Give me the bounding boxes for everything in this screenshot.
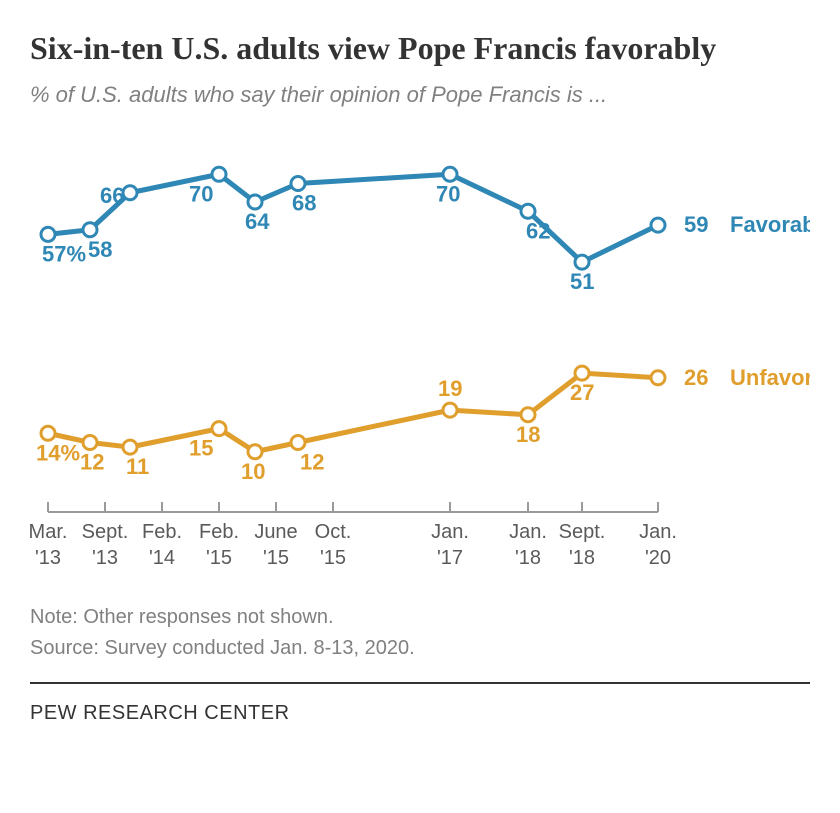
svg-text:59: 59 bbox=[684, 212, 708, 237]
svg-text:14%: 14% bbox=[36, 440, 80, 465]
svg-text:Oct.: Oct. bbox=[315, 521, 352, 543]
svg-text:11: 11 bbox=[126, 454, 149, 479]
svg-text:'13: '13 bbox=[35, 547, 61, 569]
svg-text:62: 62 bbox=[526, 218, 550, 243]
svg-text:12: 12 bbox=[80, 450, 104, 475]
svg-text:'18: '18 bbox=[569, 547, 595, 569]
svg-text:Unfavorable: Unfavorable bbox=[730, 365, 810, 390]
chart-subtitle: % of U.S. adults who say their opinion o… bbox=[30, 82, 810, 108]
svg-text:10: 10 bbox=[241, 459, 265, 484]
svg-text:'15: '15 bbox=[206, 547, 232, 569]
svg-text:19: 19 bbox=[438, 376, 462, 401]
svg-text:66: 66 bbox=[100, 183, 124, 208]
footer-divider bbox=[30, 682, 810, 684]
svg-text:June: June bbox=[254, 521, 297, 543]
svg-text:'14: '14 bbox=[149, 547, 175, 569]
svg-text:'15: '15 bbox=[263, 547, 289, 569]
svg-text:68: 68 bbox=[292, 191, 316, 216]
attribution: PEW RESEARCH CENTER bbox=[30, 702, 810, 725]
chart-note: Note: Other responses not shown. bbox=[30, 606, 810, 629]
svg-text:70: 70 bbox=[189, 181, 213, 206]
chart-source: Source: Survey conducted Jan. 8-13, 2020… bbox=[30, 637, 810, 660]
svg-text:27: 27 bbox=[570, 380, 594, 405]
svg-text:Jan.: Jan. bbox=[431, 521, 469, 543]
svg-text:57%: 57% bbox=[42, 241, 86, 266]
svg-text:15: 15 bbox=[189, 436, 213, 461]
line-chart-svg: Mar. '13 Sept. '13 Feb. '14 Feb. '15 June '15 Oct.… bbox=[30, 128, 810, 598]
svg-text:18: 18 bbox=[516, 422, 540, 447]
chart-area: Mar. '13 Sept. '13 Feb. '14 Feb. '15 June '15 Oct.… bbox=[30, 128, 810, 598]
chart-title: Six-in-ten U.S. adults view Pope Francis… bbox=[30, 28, 810, 68]
svg-text:'20: '20 bbox=[645, 547, 671, 569]
svg-text:Jan.: Jan. bbox=[509, 521, 547, 543]
svg-text:'15: '15 bbox=[320, 547, 346, 569]
svg-text:Favorable: Favorable bbox=[730, 212, 810, 237]
svg-text:51: 51 bbox=[570, 269, 594, 294]
svg-text:64: 64 bbox=[245, 209, 270, 234]
svg-text:58: 58 bbox=[88, 237, 112, 262]
svg-text:'18: '18 bbox=[515, 547, 541, 569]
svg-text:'17: '17 bbox=[437, 547, 463, 569]
svg-text:12: 12 bbox=[300, 450, 324, 475]
svg-text:26: 26 bbox=[684, 365, 708, 390]
svg-text:Sept.: Sept. bbox=[82, 521, 129, 543]
svg-text:'13: '13 bbox=[92, 547, 118, 569]
svg-text:Feb.: Feb. bbox=[142, 521, 182, 543]
svg-text:Mar.: Mar. bbox=[30, 521, 67, 543]
svg-text:Feb.: Feb. bbox=[199, 521, 239, 543]
svg-text:Sept.: Sept. bbox=[559, 521, 606, 543]
svg-text:Jan.: Jan. bbox=[639, 521, 677, 543]
svg-text:70: 70 bbox=[436, 181, 460, 206]
